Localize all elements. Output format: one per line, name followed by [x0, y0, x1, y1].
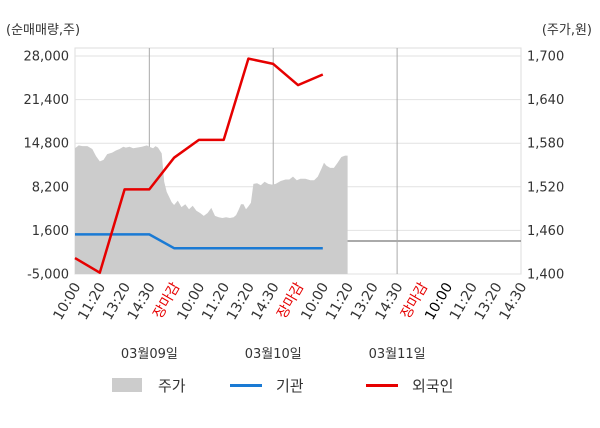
- left-tick-label: 1,600: [32, 224, 69, 239]
- left-axis-unit: (순매매량,주): [6, 23, 80, 38]
- legend-swatch-price: [112, 378, 142, 392]
- price-area: [75, 145, 348, 274]
- legend-swatch-foreigner: [366, 383, 398, 387]
- right-tick-label: 1,460: [527, 224, 564, 239]
- legend-item-institution: 기관: [230, 372, 304, 398]
- left-tick-label: -5,000: [27, 268, 69, 283]
- price-area-layer: [75, 145, 348, 274]
- left-tick-label: 8,200: [32, 180, 69, 195]
- right-tick-label: 1,700: [527, 50, 564, 65]
- right-tick-label: 1,400: [527, 268, 564, 283]
- left-tick-label: 14,800: [24, 137, 70, 152]
- date-label: 03월10일: [245, 347, 302, 362]
- legend-label-foreigner: 외국인: [412, 376, 454, 395]
- right-axis-unit: (주가,원): [542, 23, 592, 38]
- date-label: 03월11일: [369, 347, 426, 362]
- right-tick-label: 1,580: [527, 137, 564, 152]
- right-tick-label: 1,520: [527, 180, 564, 195]
- legend-item-foreigner: 외국인: [366, 372, 453, 398]
- left-tick-label: 21,400: [24, 93, 70, 108]
- legend-label-price: 주가: [158, 376, 186, 395]
- foreigner-line: [74, 57, 324, 274]
- chart-legend: 주가 기관 외국인: [0, 372, 600, 402]
- series-lines-layer: [74, 57, 324, 274]
- date-label: 03월09일: [121, 347, 178, 362]
- legend-item-price: 주가: [112, 372, 186, 398]
- left-tick-label: 28,000: [24, 50, 70, 65]
- chart-svg: 28,000 1,700 21,400 1,640 14,800 1,580 8,200 1,…: [6, 23, 592, 362]
- legend-swatch-institution: [230, 383, 262, 387]
- institution-line: [75, 233, 323, 250]
- legend-label-institution: 기관: [276, 376, 304, 395]
- right-tick-label: 1,640: [527, 93, 564, 108]
